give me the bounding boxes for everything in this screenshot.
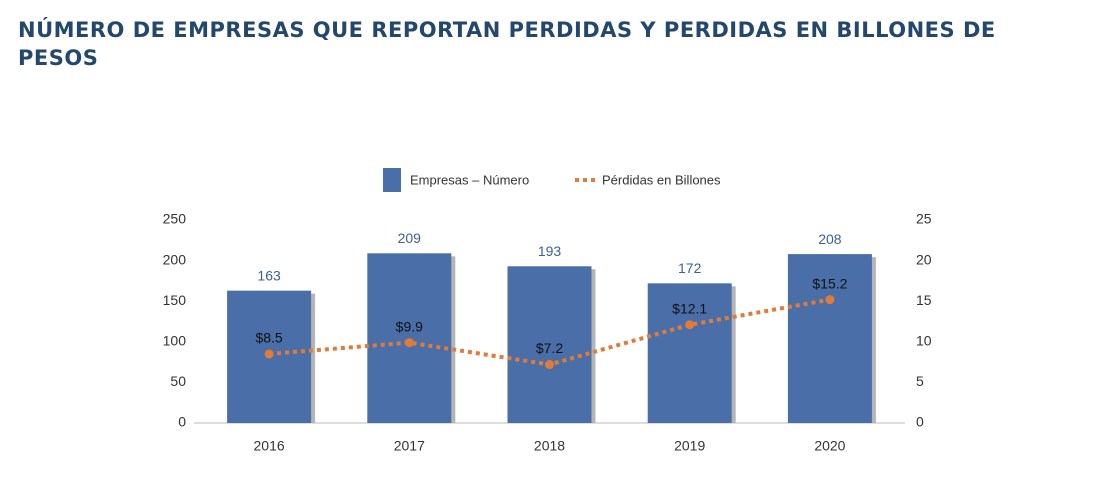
line-marker [825, 295, 835, 305]
y2-tick-label: 25 [916, 211, 932, 227]
line-value-label: $7.2 [536, 340, 563, 356]
line-value-label: $15.2 [812, 275, 847, 291]
y2-tick-label: 15 [916, 292, 932, 308]
y2-tick-label: 10 [916, 333, 932, 349]
line-marker [404, 338, 414, 348]
x-tick-label: 2018 [534, 438, 565, 454]
line-value-label: $12.1 [672, 300, 707, 316]
legend-swatch [383, 168, 401, 192]
y2-tick-label: 5 [916, 373, 924, 389]
line-marker [545, 360, 554, 370]
legend-label: Pérdidas en Billones [602, 172, 721, 187]
bar-value-label: 163 [257, 267, 281, 283]
x-tick-label: 2016 [254, 438, 285, 454]
y2-tick-label: 0 [916, 414, 924, 430]
bar-value-label: 172 [678, 260, 702, 276]
bar-value-label: 193 [538, 243, 562, 259]
line-value-label: $9.9 [396, 318, 423, 334]
bar [787, 254, 872, 423]
x-tick-label: 2019 [674, 438, 705, 454]
line-marker [685, 320, 695, 330]
y-tick-label: 50 [170, 373, 186, 389]
x-tick-label: 2017 [394, 438, 425, 454]
y-tick-label: 200 [163, 251, 187, 267]
bar-value-label: 208 [818, 231, 842, 247]
bar [507, 266, 592, 423]
y-tick-label: 250 [163, 211, 187, 227]
bar [647, 283, 732, 423]
y-tick-label: 100 [163, 333, 187, 349]
line-marker [264, 349, 274, 359]
bar-value-label: 209 [398, 230, 422, 246]
x-tick-label: 2020 [814, 438, 845, 454]
y-tick-label: 150 [163, 292, 187, 308]
chart-title: NÚMERO DE EMPRESAS QUE REPORTAN PERDIDAS… [18, 18, 996, 70]
y-tick-label: 0 [178, 414, 186, 430]
line-value-label: $8.5 [255, 330, 282, 346]
legend-label: Empresas – Número [410, 172, 529, 187]
y2-tick-label: 20 [916, 251, 932, 267]
